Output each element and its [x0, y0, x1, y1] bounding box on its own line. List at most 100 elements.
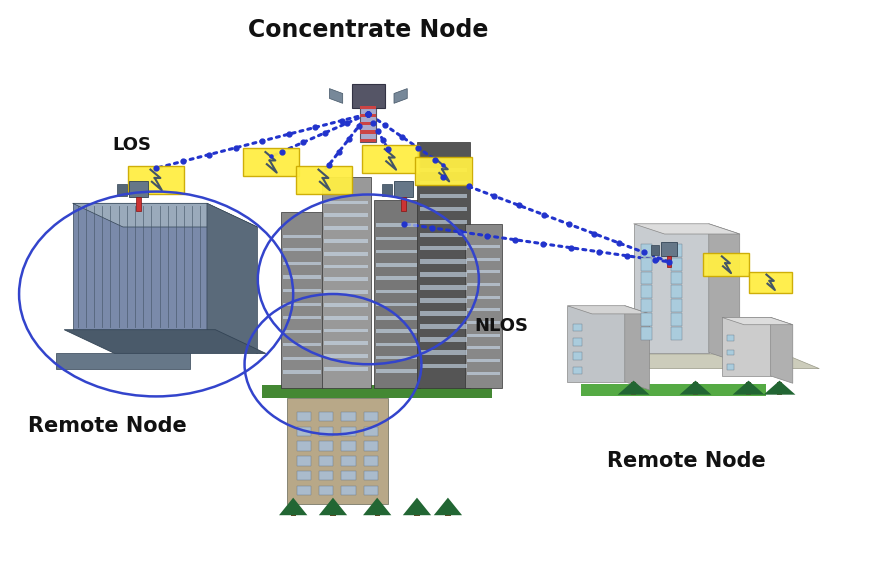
Bar	[630, 382, 635, 395]
Polygon shape	[318, 497, 346, 515]
Bar	[419, 363, 467, 368]
Bar	[283, 248, 321, 252]
Bar	[363, 471, 377, 480]
Bar	[360, 106, 376, 109]
Bar	[466, 283, 500, 286]
Bar	[319, 427, 333, 436]
Bar	[324, 290, 368, 294]
Bar	[666, 256, 671, 267]
Bar	[466, 258, 500, 260]
Polygon shape	[567, 306, 649, 314]
Bar	[419, 298, 467, 303]
Bar	[283, 330, 321, 333]
Polygon shape	[433, 497, 462, 515]
Bar	[136, 198, 141, 211]
Bar	[572, 324, 581, 332]
Bar	[324, 316, 368, 320]
Bar	[360, 131, 376, 133]
Bar	[376, 290, 416, 293]
Text: Remote Node: Remote Node	[28, 416, 187, 436]
Bar	[283, 275, 321, 279]
Bar	[376, 276, 416, 280]
Bar	[445, 503, 450, 516]
Polygon shape	[721, 318, 792, 325]
Text: NLOS: NLOS	[474, 317, 528, 335]
Bar	[376, 356, 416, 359]
Text: Concentrate Node: Concentrate Node	[248, 18, 488, 42]
Bar	[363, 486, 377, 495]
Bar	[360, 114, 376, 117]
Bar	[297, 456, 311, 466]
Bar	[414, 503, 419, 516]
Bar	[283, 316, 321, 319]
Polygon shape	[206, 203, 257, 353]
Bar	[671, 272, 681, 285]
Bar	[415, 157, 471, 185]
Bar	[322, 177, 370, 387]
Bar	[416, 142, 470, 387]
Bar	[360, 101, 376, 142]
Bar	[419, 325, 467, 329]
Bar	[286, 398, 388, 503]
Polygon shape	[624, 306, 649, 390]
Bar	[419, 285, 467, 290]
Bar	[419, 350, 467, 355]
Bar	[324, 303, 368, 307]
Bar	[128, 166, 184, 194]
Bar	[726, 335, 734, 341]
Bar	[671, 244, 681, 257]
Text: Remote Node: Remote Node	[607, 451, 766, 471]
Bar	[641, 258, 652, 270]
Bar	[572, 338, 581, 346]
Bar	[671, 299, 681, 312]
Bar	[297, 471, 311, 480]
Polygon shape	[329, 89, 342, 103]
Bar	[466, 321, 500, 324]
Bar	[466, 372, 500, 375]
Bar	[419, 194, 467, 198]
Bar	[466, 308, 500, 311]
Bar	[745, 382, 750, 395]
Bar	[360, 139, 376, 142]
Bar	[376, 223, 416, 227]
Bar	[376, 369, 416, 373]
Bar	[341, 442, 355, 451]
Bar	[360, 122, 376, 125]
Bar	[324, 367, 368, 371]
Polygon shape	[73, 203, 257, 227]
Bar	[466, 296, 500, 299]
Bar	[363, 442, 377, 451]
Bar	[641, 285, 652, 298]
Polygon shape	[362, 497, 391, 515]
Bar	[466, 359, 500, 362]
Polygon shape	[56, 353, 190, 369]
Bar	[376, 329, 416, 333]
Polygon shape	[64, 330, 266, 353]
Bar	[641, 327, 652, 340]
Bar	[341, 427, 355, 436]
Bar	[341, 471, 355, 480]
Bar	[393, 181, 413, 198]
Bar	[726, 364, 734, 370]
Bar	[128, 181, 148, 198]
Bar	[283, 289, 321, 292]
Bar	[776, 382, 781, 395]
Bar	[262, 385, 492, 398]
Bar	[749, 272, 791, 293]
Bar	[297, 412, 311, 422]
Bar	[296, 166, 352, 194]
Bar	[283, 357, 321, 360]
Bar	[319, 412, 333, 422]
Bar	[319, 471, 333, 480]
Bar	[376, 250, 416, 253]
Bar	[419, 181, 467, 185]
Bar	[341, 456, 355, 466]
Bar	[324, 252, 368, 256]
Bar	[117, 184, 127, 196]
Bar	[419, 311, 467, 316]
Bar	[641, 313, 652, 326]
Bar	[291, 503, 296, 516]
Bar	[363, 412, 377, 422]
Bar	[641, 244, 652, 257]
Bar	[660, 242, 677, 256]
